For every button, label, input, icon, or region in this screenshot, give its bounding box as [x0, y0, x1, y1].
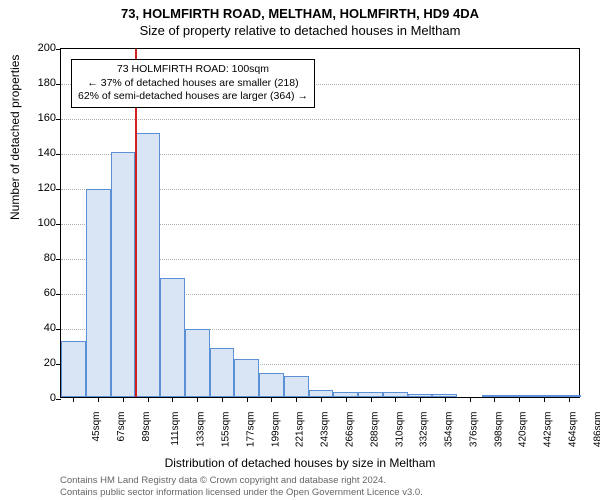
x-tick-label: 266sqm — [345, 412, 356, 448]
x-tick-mark — [123, 397, 124, 402]
y-tick-mark — [56, 364, 61, 365]
x-tick-label: 420sqm — [518, 412, 529, 448]
y-tick-label: 160 — [16, 112, 56, 124]
x-tick-label: 288sqm — [369, 412, 380, 448]
y-tick-mark — [56, 399, 61, 400]
x-tick-mark — [420, 397, 421, 402]
x-tick-mark — [371, 397, 372, 402]
x-tick-label: 486sqm — [592, 412, 600, 448]
x-tick-mark — [470, 397, 471, 402]
x-tick-label: 376sqm — [468, 412, 479, 448]
histogram-bar — [135, 133, 160, 397]
annotation-box: 73 HOLMFIRTH ROAD: 100sqm ← 37% of detac… — [71, 59, 315, 108]
y-tick-mark — [56, 84, 61, 85]
y-tick-label: 0 — [16, 392, 56, 404]
x-tick-mark — [494, 397, 495, 402]
y-tick-mark — [56, 49, 61, 50]
x-tick-mark — [271, 397, 272, 402]
x-tick-mark — [346, 397, 347, 402]
x-tick-mark — [148, 397, 149, 402]
x-tick-label: 67sqm — [116, 412, 127, 442]
x-tick-label: 398sqm — [493, 412, 504, 448]
y-tick-label: 100 — [16, 217, 56, 229]
y-tick-mark — [56, 259, 61, 260]
y-tick-mark — [56, 189, 61, 190]
x-tick-mark — [296, 397, 297, 402]
y-tick-label: 80 — [16, 252, 56, 264]
annotation-line-2: ← 37% of detached houses are smaller (21… — [78, 77, 308, 91]
x-tick-mark — [222, 397, 223, 402]
y-tick-label: 180 — [16, 77, 56, 89]
x-tick-mark — [519, 397, 520, 402]
x-tick-mark — [321, 397, 322, 402]
y-tick-label: 20 — [16, 357, 56, 369]
histogram-bar — [234, 359, 259, 398]
y-tick-mark — [56, 119, 61, 120]
histogram-bar — [61, 341, 86, 397]
y-tick-label: 60 — [16, 287, 56, 299]
chart-title-main: 73, HOLMFIRTH ROAD, MELTHAM, HOLMFIRTH, … — [0, 0, 600, 21]
x-tick-label: 442sqm — [543, 412, 554, 448]
annotation-line-1: 73 HOLMFIRTH ROAD: 100sqm — [78, 63, 308, 77]
histogram-bar — [185, 329, 210, 397]
y-tick-mark — [56, 329, 61, 330]
y-tick-mark — [56, 294, 61, 295]
x-tick-mark — [569, 397, 570, 402]
chart-title-sub: Size of property relative to detached ho… — [0, 21, 600, 38]
x-tick-label: 199sqm — [270, 412, 281, 448]
x-tick-mark — [73, 397, 74, 402]
attribution-line-2: Contains public sector information licen… — [60, 487, 423, 498]
x-tick-label: 332sqm — [419, 412, 430, 448]
y-tick-mark — [56, 224, 61, 225]
x-tick-mark — [544, 397, 545, 402]
y-tick-mark — [56, 154, 61, 155]
x-tick-label: 243sqm — [320, 412, 331, 448]
attribution: Contains HM Land Registry data © Crown c… — [60, 475, 423, 498]
x-tick-mark — [395, 397, 396, 402]
x-tick-mark — [197, 397, 198, 402]
x-tick-label: 111sqm — [170, 412, 181, 446]
y-tick-label: 140 — [16, 147, 56, 159]
x-tick-label: 221sqm — [295, 412, 306, 448]
histogram-bar — [160, 278, 185, 397]
x-tick-mark — [172, 397, 173, 402]
grid-line — [61, 119, 579, 120]
histogram-bar — [284, 376, 309, 397]
x-tick-label: 45sqm — [91, 412, 102, 442]
x-tick-mark — [445, 397, 446, 402]
x-tick-label: 354sqm — [444, 412, 455, 448]
y-tick-label: 200 — [16, 42, 56, 54]
x-tick-label: 177sqm — [246, 412, 257, 448]
annotation-line-3: 62% of semi-detached houses are larger (… — [78, 90, 308, 104]
x-tick-label: 89sqm — [141, 412, 152, 442]
plot-area: 73 HOLMFIRTH ROAD: 100sqm ← 37% of detac… — [60, 48, 580, 398]
histogram-bar — [111, 152, 136, 397]
x-tick-label: 464sqm — [567, 412, 578, 448]
attribution-line-1: Contains HM Land Registry data © Crown c… — [60, 475, 423, 486]
histogram-bar — [309, 390, 334, 397]
x-tick-label: 310sqm — [394, 412, 405, 448]
x-tick-mark — [247, 397, 248, 402]
x-tick-label: 155sqm — [221, 412, 232, 448]
x-tick-label: 133sqm — [196, 412, 207, 448]
histogram-bar — [259, 373, 284, 398]
histogram-bar — [210, 348, 235, 397]
histogram-bar — [86, 189, 111, 397]
y-tick-label: 40 — [16, 322, 56, 334]
x-tick-mark — [98, 397, 99, 402]
y-tick-label: 120 — [16, 182, 56, 194]
x-axis-label: Distribution of detached houses by size … — [0, 456, 600, 470]
